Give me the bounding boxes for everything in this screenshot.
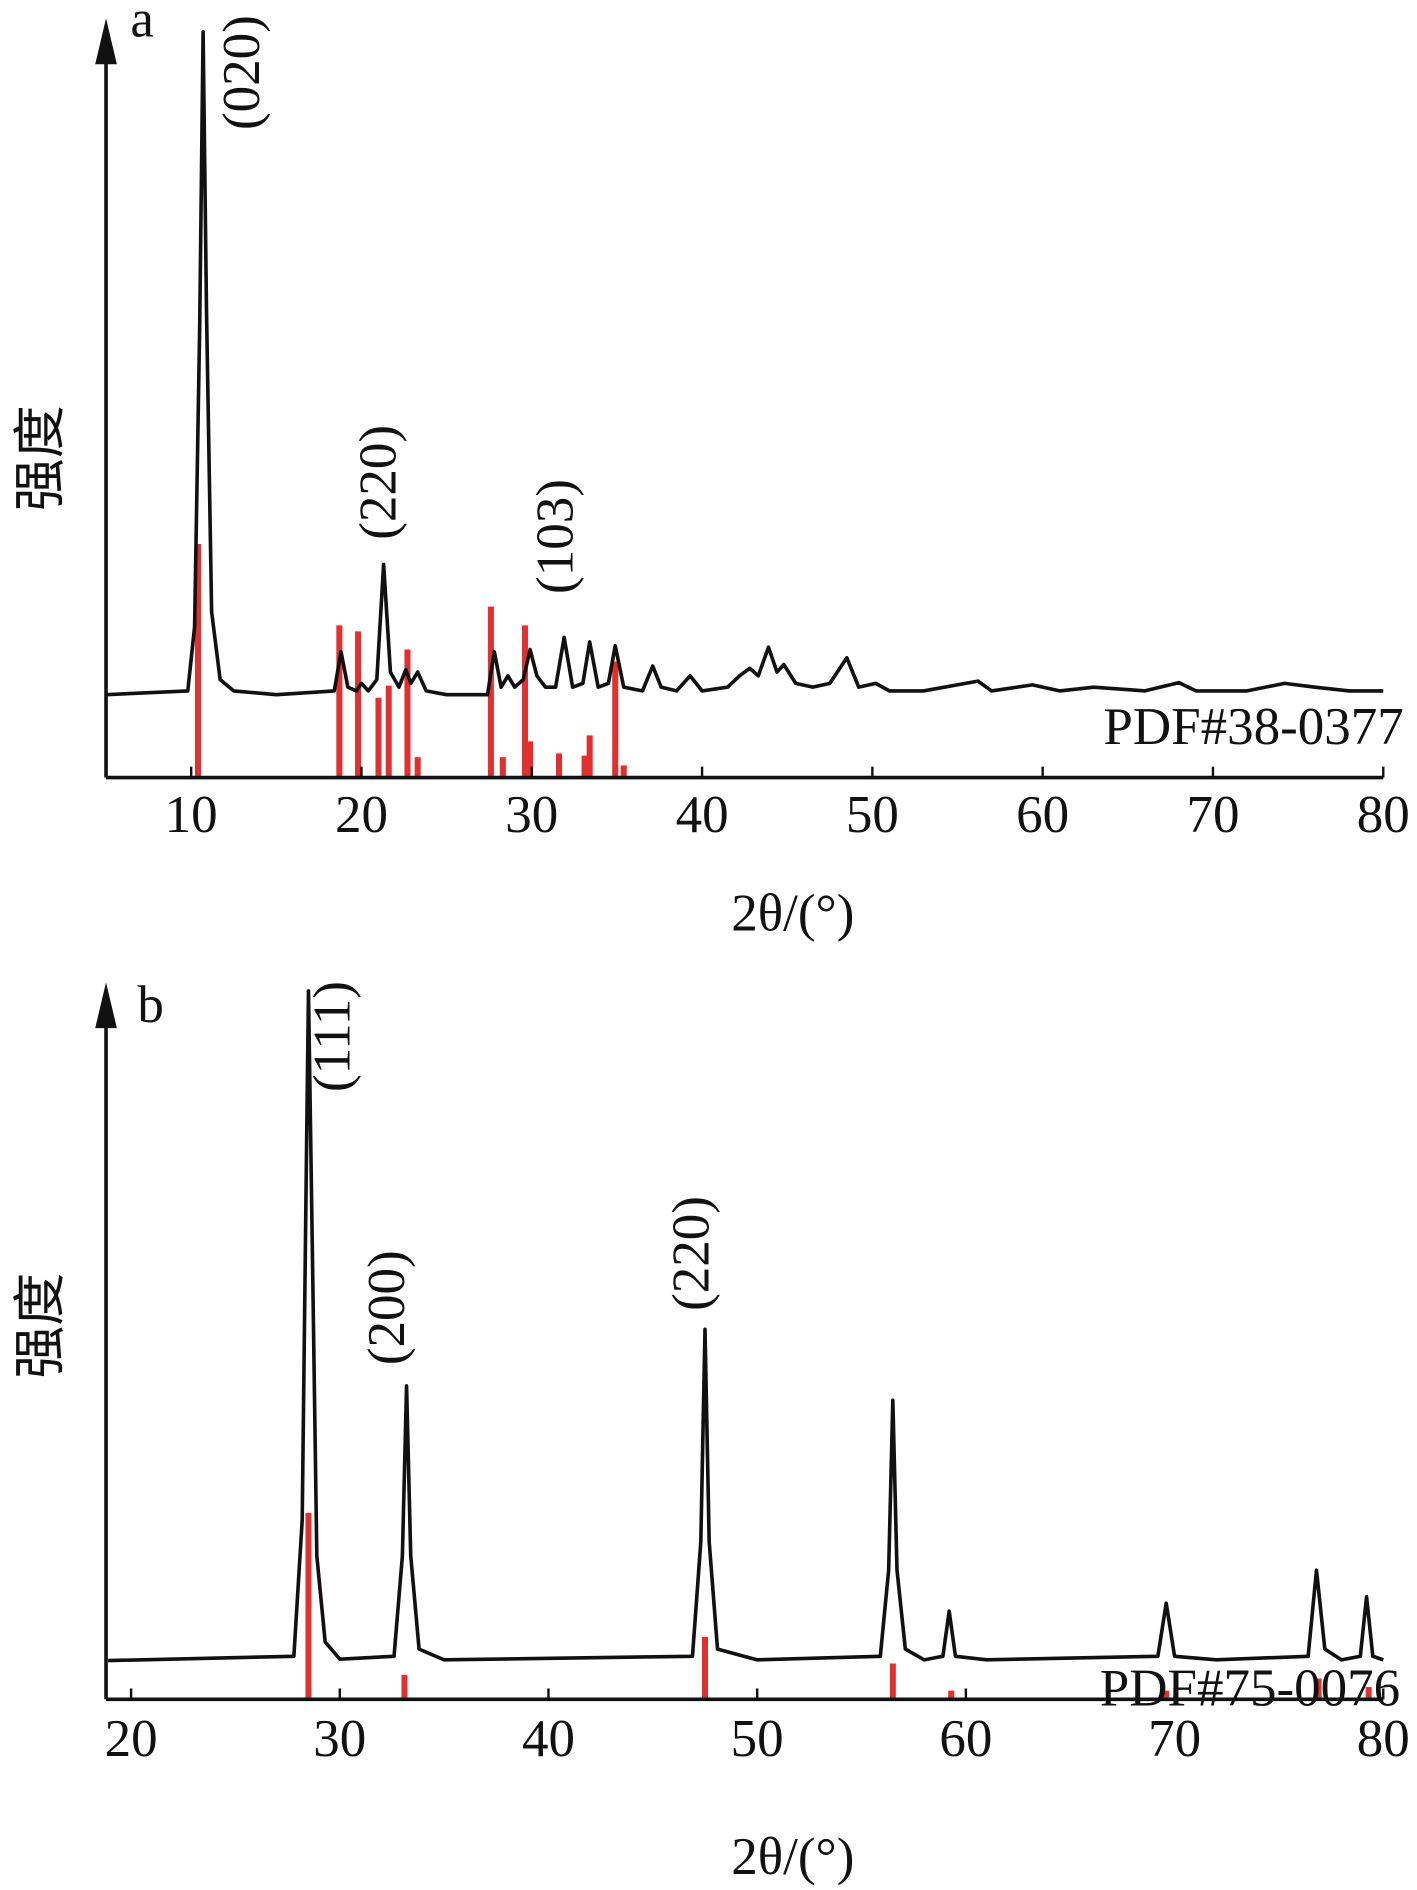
reference-label: PDF#38-0377 [1103,698,1403,756]
panel-label: a [130,0,154,49]
x-tick-label: 80 [1357,1710,1410,1768]
x-tick-label: 30 [313,1710,366,1768]
peak-annotation: (020) [213,15,271,130]
x-tick-label: 80 [1357,786,1410,844]
peak-annotation: (103) [526,479,584,594]
x-tick-label: 40 [522,1710,575,1768]
xrd-pattern [108,989,1384,1663]
peak-annotation: (111) [304,981,362,1092]
x-tick-label: 70 [1148,1710,1201,1768]
y-axis-arrow [95,18,117,65]
peak-annotation: (220) [349,425,407,540]
y-axis-label: 强度 [12,405,70,511]
xrd-pattern [105,30,1384,697]
x-tick-label: 60 [939,1710,992,1768]
panel-label: b [137,976,164,1034]
panel: 20 30 40 50 60 70 80 2θ/(°) 强度 b PDF#75-0076 (111) (… [12,976,1410,1886]
x-tick-label: 20 [105,1710,158,1768]
peak-annotation: (220) [663,1196,721,1311]
peak-annotation: (200) [358,1250,416,1365]
x-axis-label: 2θ/(°) [731,1828,854,1886]
x-tick-label: 60 [1016,786,1069,844]
y-axis-label: 强度 [12,1273,70,1379]
x-tick-label: 50 [731,1710,784,1768]
x-tick-label: 50 [846,786,899,844]
x-tick-label: 70 [1186,786,1239,844]
x-tick-label: 20 [335,786,388,844]
panel: 10 20 30 40 50 60 70 80 2θ/(°) 强度 a PDF#38-0377 (020… [12,0,1410,943]
y-axis-arrow [95,982,117,1029]
x-tick-label: 10 [165,786,218,844]
x-tick-label: 40 [676,786,729,844]
x-axis-label: 2θ/(°) [731,885,854,943]
reference-label: PDF#75-0076 [1100,1659,1400,1717]
x-tick-label: 30 [505,786,558,844]
